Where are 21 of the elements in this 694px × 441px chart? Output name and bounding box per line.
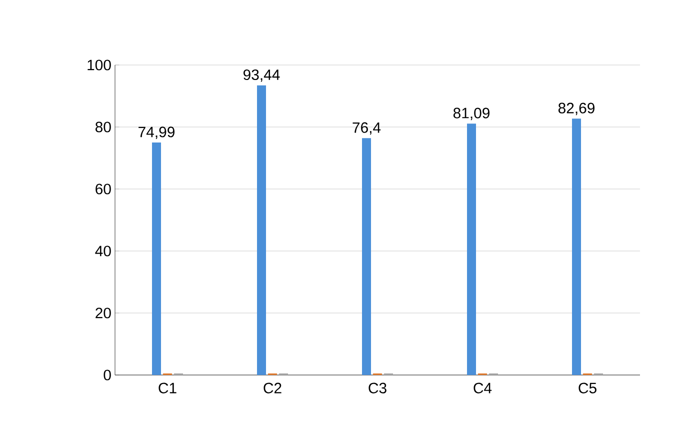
- data-label: 82,69: [558, 102, 594, 116]
- x-tick-label: C5: [578, 382, 596, 394]
- data-label: 81,09: [453, 108, 490, 120]
- y-tick-label: 0: [104, 370, 111, 380]
- y-tick-label: 100: [88, 60, 111, 70]
- data-label: 93,44: [244, 69, 280, 82]
- bar: [362, 138, 372, 375]
- y-tick-label: 20: [96, 308, 111, 318]
- x-tick-label: C2: [264, 382, 282, 394]
- x-tick-label: C3: [368, 382, 386, 394]
- bar: [257, 85, 266, 375]
- bar: [467, 124, 476, 375]
- y-tick-label: 40: [95, 246, 111, 256]
- x-tick-label: C4: [474, 382, 492, 394]
- bar: [152, 142, 162, 375]
- bar: [572, 118, 582, 375]
- y-tick-label: 80: [96, 122, 111, 132]
- data-label: 76,4: [352, 122, 381, 135]
- data-label: 74,99: [138, 126, 174, 140]
- x-tick-label: C1: [158, 382, 176, 394]
- y-tick-label: 60: [96, 184, 111, 194]
